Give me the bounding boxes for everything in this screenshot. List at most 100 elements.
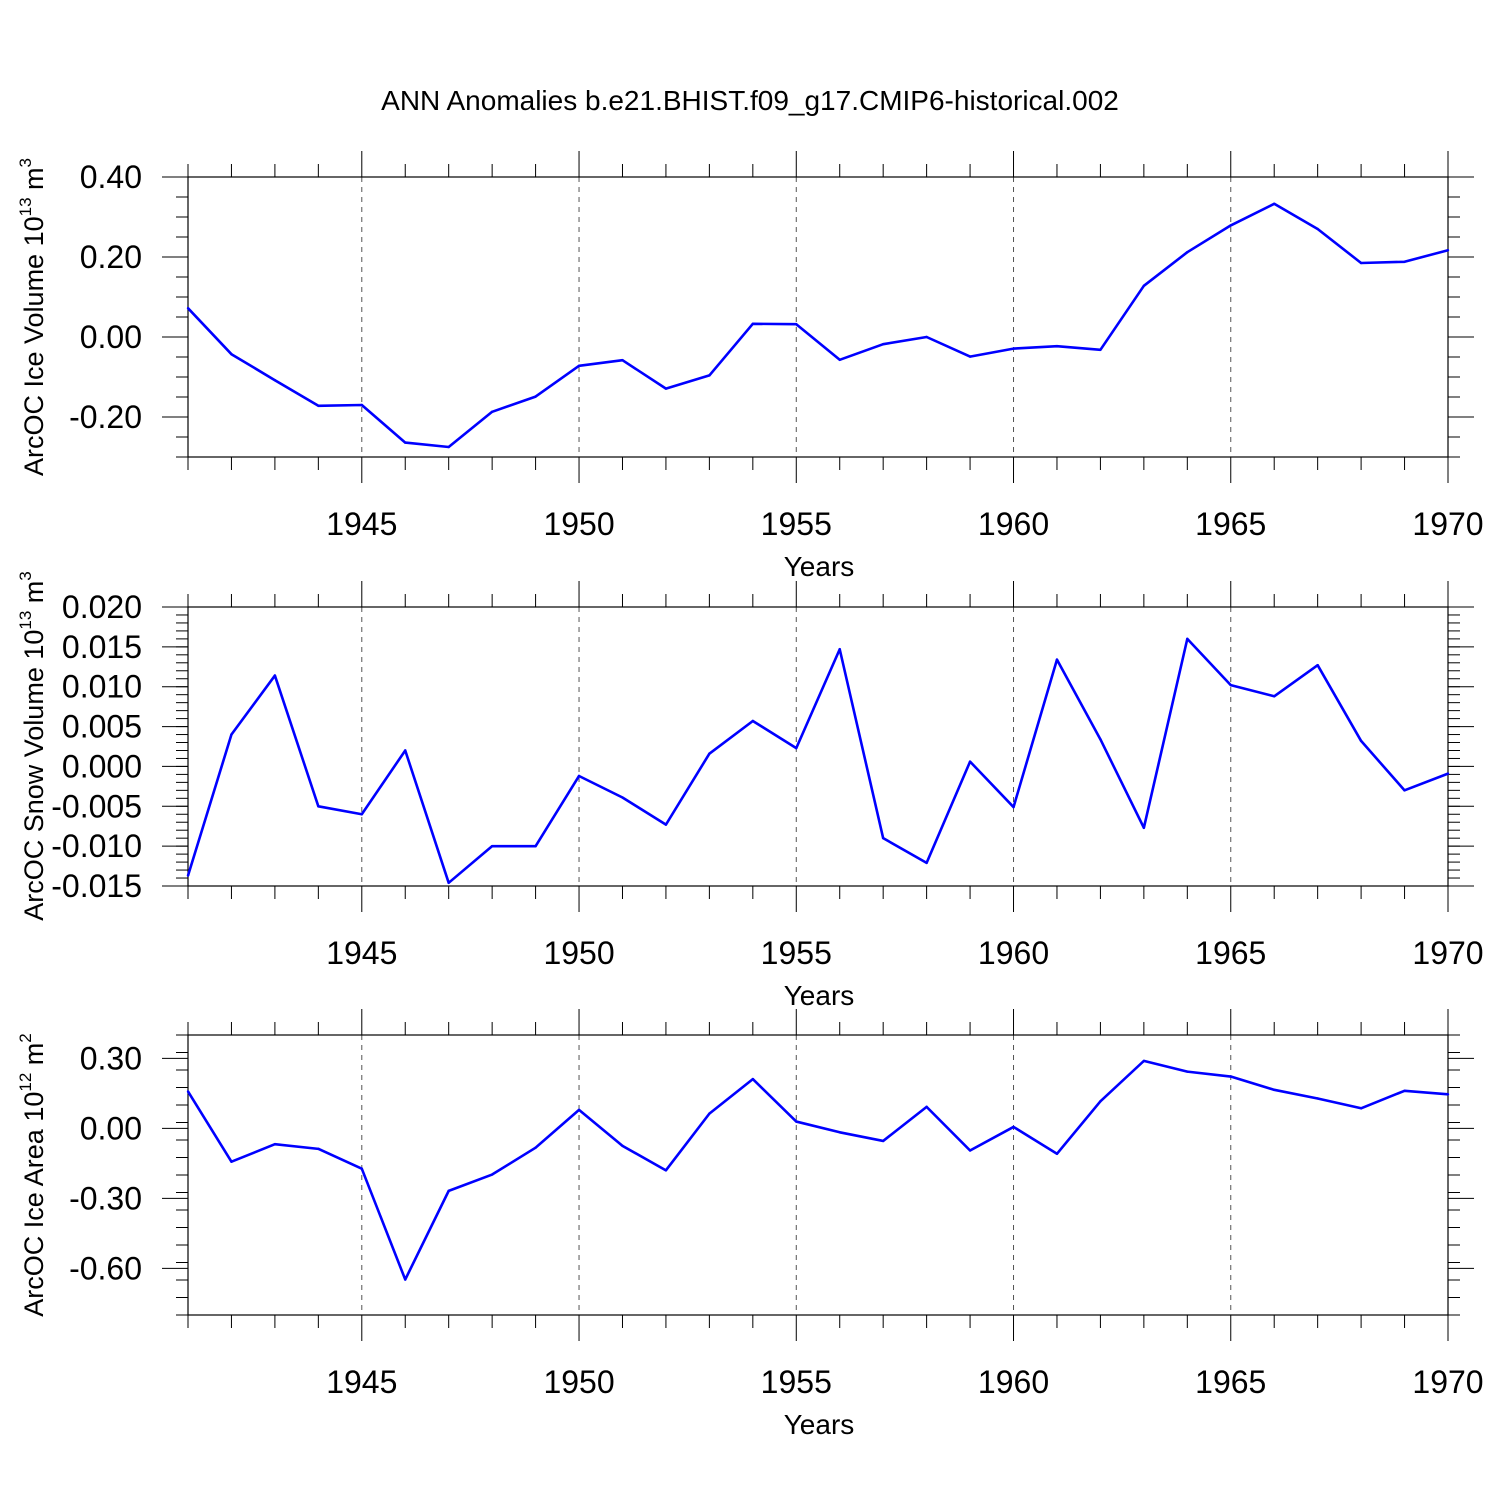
data-point (708, 374, 711, 377)
y-tick-label: 0.015 (62, 629, 142, 665)
x-tick-label: 1970 (1412, 1364, 1483, 1400)
data-point (1359, 739, 1363, 743)
data-point (577, 774, 581, 778)
panel-ice-volume: -0.20 0.00 0.20 0.40 1945 1950 1955 1960 1965 197… (16, 151, 1484, 582)
x-tick-label: 1965 (1195, 935, 1266, 971)
data-point (708, 752, 711, 755)
y-tick-label: 0.00 (80, 319, 142, 355)
data-point (447, 1189, 450, 1193)
data-point (1142, 284, 1146, 287)
data-point (534, 844, 537, 848)
y-tick-label: -0.20 (69, 399, 142, 435)
data-point (534, 1146, 537, 1149)
x-tick-label: 1960 (978, 935, 1049, 971)
y-axis-label-unit: m (19, 1043, 49, 1073)
panels-layer: -0.20 0.00 0.20 0.40 1945 1950 1955 1960 1965 197… (16, 151, 1484, 1440)
data-point (1359, 261, 1363, 265)
y-tick-label: -0.010 (51, 828, 142, 864)
data-point (1316, 663, 1319, 667)
y-tick-label: -0.015 (51, 868, 142, 904)
x-axis-label: Years (784, 551, 855, 582)
data-point (1186, 251, 1189, 254)
data-point (925, 335, 928, 339)
data-point (230, 353, 233, 356)
x-tick-label: 1955 (761, 506, 832, 542)
x-axis-label: Years (784, 980, 855, 1011)
data-point (751, 322, 755, 325)
data-point (404, 1278, 407, 1281)
plot-frame (187, 176, 1449, 458)
data-point (1055, 345, 1059, 348)
data-point (1316, 1097, 1319, 1100)
data-point (1273, 695, 1276, 698)
x-tick-label: 1960 (978, 1364, 1049, 1400)
data-point (1055, 1152, 1059, 1155)
data-point (490, 410, 494, 413)
data-point (1446, 772, 1450, 775)
x-tick-label: 1945 (326, 935, 397, 971)
data-point (664, 387, 668, 390)
data-point (317, 1147, 320, 1151)
data-point (795, 746, 798, 750)
data-point (404, 749, 407, 752)
data-point (881, 343, 885, 346)
x-tick-label: 1950 (543, 1364, 614, 1400)
panel-ice-area: -0.60 -0.30 0.00 0.30 1945 1950 1955 1960 1965 19… (16, 1009, 1484, 1440)
y-axis-label-unit-exponent: 3 (16, 571, 35, 580)
y-tick-label: 0.020 (62, 589, 142, 625)
y-axis-label-exponent: 13 (16, 197, 35, 216)
data-point (186, 307, 190, 310)
x-tick-label: 1950 (543, 935, 614, 971)
data-point (838, 1131, 841, 1134)
data-point (1099, 348, 1102, 351)
data-point (1446, 1093, 1450, 1096)
data-point (664, 1169, 668, 1172)
data-point (1142, 826, 1146, 830)
y-axis-label-main: ArcOC Snow Volume 10 (19, 630, 49, 921)
data-point (1403, 1089, 1406, 1092)
data-point (1403, 789, 1406, 792)
data-point (1186, 637, 1189, 641)
data-point (490, 844, 494, 848)
data-point (708, 1112, 711, 1115)
y-tick-label: 0.00 (80, 1110, 142, 1146)
y-axis-label-main: ArcOC Ice Volume 10 (19, 216, 49, 476)
data-point (360, 1167, 363, 1170)
data-point (273, 1143, 277, 1146)
data-point (1229, 683, 1232, 687)
y-tick-label: 0.010 (62, 669, 142, 705)
data-point (447, 445, 450, 449)
x-axis-label: Years (784, 1409, 855, 1440)
data-point (186, 874, 190, 877)
data-point (925, 861, 928, 865)
data-point (273, 674, 277, 677)
y-axis-label: ArcOC Ice Area 1012 m2 (16, 1033, 49, 1317)
y-tick-label: 0.40 (80, 159, 142, 195)
data-point (1229, 224, 1232, 227)
data-point (795, 323, 798, 326)
data-point (881, 836, 885, 840)
data-point (621, 359, 624, 362)
plot-frame (187, 1034, 1449, 1316)
data-point (1099, 1100, 1102, 1103)
series-line-ice-volume (187, 202, 1449, 449)
data-point (230, 733, 233, 736)
data-point (1012, 805, 1015, 809)
y-axis-label-exponent: 13 (16, 611, 35, 630)
y-axis-label: ArcOC Ice Volume 1013 m3 (16, 158, 49, 476)
data-point (577, 1108, 581, 1112)
y-axis-label-main: ArcOC Ice Area 10 (19, 1092, 49, 1317)
y-tick-label: 0.30 (80, 1040, 142, 1076)
data-point (838, 648, 841, 651)
y-tick-label: -0.005 (51, 788, 142, 824)
y-tick-label: 0.005 (62, 709, 142, 745)
data-point (968, 760, 972, 763)
data-point (1403, 260, 1406, 263)
x-tick-label: 1965 (1195, 506, 1266, 542)
data-point (751, 1077, 755, 1081)
data-point (577, 364, 581, 367)
data-point (664, 823, 668, 826)
data-point (1446, 249, 1450, 252)
data-point (360, 813, 363, 816)
